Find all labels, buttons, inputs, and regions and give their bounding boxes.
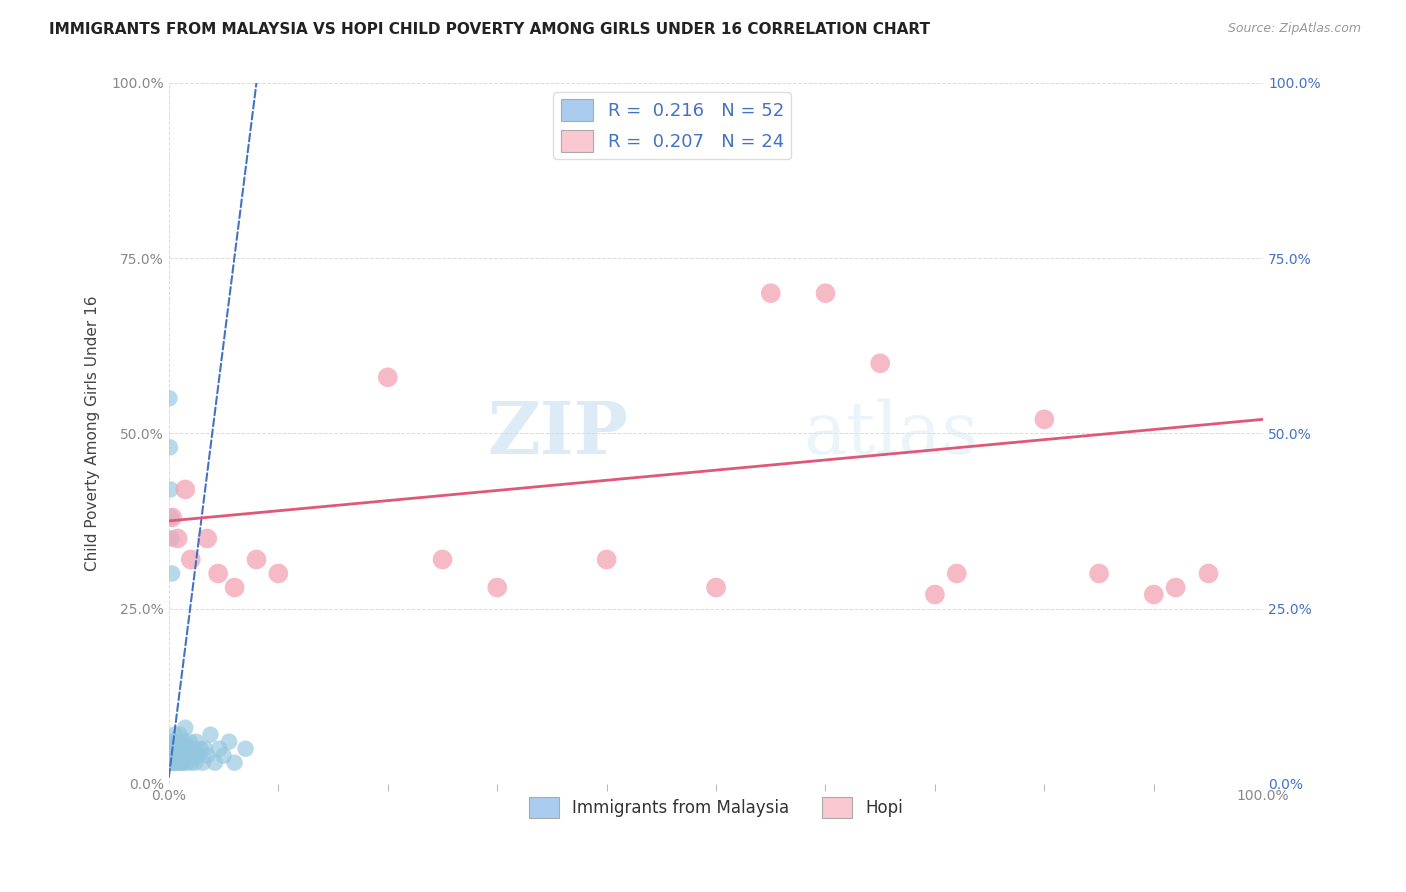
Point xyxy=(759,286,782,301)
Point xyxy=(170,756,193,770)
Point xyxy=(207,566,229,581)
Y-axis label: Child Poverty Among Girls Under 16: Child Poverty Among Girls Under 16 xyxy=(86,295,100,571)
Text: Source: ZipAtlas.com: Source: ZipAtlas.com xyxy=(1227,22,1361,36)
Point xyxy=(159,441,181,455)
Point xyxy=(704,581,727,595)
Point xyxy=(159,741,181,756)
Point xyxy=(869,356,891,370)
Point xyxy=(170,741,193,756)
Point xyxy=(195,532,218,546)
Point xyxy=(172,756,194,770)
Point xyxy=(184,756,207,770)
Point xyxy=(160,756,183,770)
Point xyxy=(1143,588,1166,602)
Point xyxy=(486,581,509,595)
Point xyxy=(162,741,184,756)
Point xyxy=(163,756,186,770)
Point xyxy=(924,588,946,602)
Point xyxy=(173,734,195,748)
Point xyxy=(190,741,212,756)
Point xyxy=(169,728,191,742)
Point xyxy=(218,734,240,748)
Point xyxy=(204,756,226,770)
Text: IMMIGRANTS FROM MALAYSIA VS HOPI CHILD POVERTY AMONG GIRLS UNDER 16 CORRELATION : IMMIGRANTS FROM MALAYSIA VS HOPI CHILD P… xyxy=(49,22,931,37)
Point xyxy=(186,734,208,748)
Point xyxy=(212,748,235,763)
Point xyxy=(173,748,195,763)
Point xyxy=(195,748,218,763)
Point xyxy=(235,741,257,756)
Point xyxy=(224,756,246,770)
Legend: Immigrants from Malaysia, Hopi: Immigrants from Malaysia, Hopi xyxy=(522,791,910,824)
Point xyxy=(595,552,617,566)
Point xyxy=(169,741,191,756)
Point xyxy=(174,721,197,735)
Point xyxy=(177,748,200,763)
Point xyxy=(174,483,197,497)
Point xyxy=(166,741,188,756)
Point xyxy=(160,510,183,524)
Point xyxy=(1088,566,1111,581)
Point xyxy=(814,286,837,301)
Point xyxy=(176,741,198,756)
Point xyxy=(179,734,201,748)
Point xyxy=(180,552,202,566)
Point xyxy=(159,483,181,497)
Point xyxy=(159,392,181,406)
Point xyxy=(165,748,187,763)
Point xyxy=(183,748,205,763)
Point xyxy=(200,728,222,742)
Point xyxy=(176,756,198,770)
Point xyxy=(160,734,183,748)
Point xyxy=(191,756,214,770)
Point xyxy=(1198,566,1220,581)
Point xyxy=(267,566,290,581)
Point xyxy=(224,581,246,595)
Point xyxy=(172,748,194,763)
Point xyxy=(181,741,204,756)
Point xyxy=(170,734,193,748)
Point xyxy=(377,370,399,384)
Point xyxy=(432,552,454,566)
Point xyxy=(169,748,191,763)
Point xyxy=(208,741,231,756)
Point xyxy=(163,728,186,742)
Point xyxy=(165,741,187,756)
Point xyxy=(167,756,190,770)
Point xyxy=(180,748,202,763)
Point xyxy=(167,748,190,763)
Point xyxy=(180,756,202,770)
Point xyxy=(187,748,209,763)
Point xyxy=(1033,412,1056,426)
Point xyxy=(166,532,188,546)
Point xyxy=(159,748,181,763)
Point xyxy=(160,748,183,763)
Point xyxy=(245,552,267,566)
Point xyxy=(163,748,186,763)
Point xyxy=(173,741,195,756)
Point xyxy=(946,566,969,581)
Point xyxy=(1164,581,1187,595)
Point xyxy=(162,756,184,770)
Point xyxy=(160,566,183,581)
Point xyxy=(194,741,217,756)
Point xyxy=(159,756,181,770)
Text: ZIP: ZIP xyxy=(488,398,628,469)
Point xyxy=(166,756,188,770)
Text: atlas: atlas xyxy=(804,398,979,468)
Point xyxy=(160,532,183,546)
Point xyxy=(160,510,183,524)
Point xyxy=(166,734,188,748)
